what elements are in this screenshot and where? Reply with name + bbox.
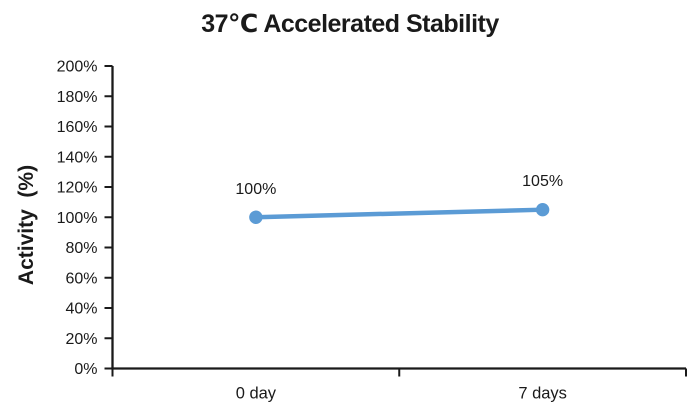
x-category-label: 7 days <box>518 385 567 403</box>
data-point-label: 100% <box>235 181 276 198</box>
y-tick-label: 160% <box>57 119 98 136</box>
y-tick-label: 100% <box>57 210 98 227</box>
y-tick-label: 80% <box>65 240 97 257</box>
data-point-marker <box>249 210 263 224</box>
y-tick-label: 0% <box>74 361 97 378</box>
y-tick-label: 140% <box>57 149 98 166</box>
y-tick-label: 200% <box>57 59 98 76</box>
y-tick-label: 40% <box>65 301 97 318</box>
y-tick-label: 60% <box>65 270 97 287</box>
y-tick-label: 120% <box>57 180 98 197</box>
data-point-label: 105% <box>522 173 563 190</box>
y-tick-label: 20% <box>65 331 97 348</box>
data-point-marker <box>535 202 550 217</box>
series-line <box>253 207 545 220</box>
y-tick-label: 180% <box>57 89 98 106</box>
x-category-label: 0 day <box>236 385 277 403</box>
chart-title: 37℃ Accelerated Stability <box>201 10 499 38</box>
